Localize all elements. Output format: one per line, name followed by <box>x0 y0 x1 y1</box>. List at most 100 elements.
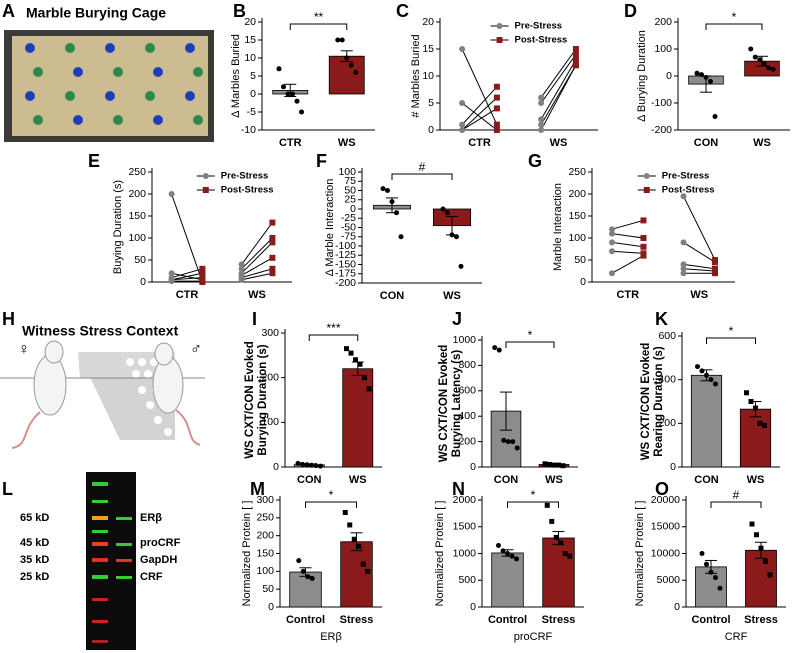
pair-line <box>171 193 203 283</box>
data-point <box>344 346 349 352</box>
pair-line <box>540 54 577 104</box>
data-point <box>538 127 545 133</box>
legend-label: Post-Stress <box>515 35 568 46</box>
y-tick-label: 2000 <box>453 494 477 506</box>
data-point <box>640 235 647 241</box>
data-point <box>493 127 500 133</box>
y-tick-label: -25 <box>341 212 356 224</box>
significance-label: * <box>528 328 533 342</box>
y-tick-label: 600 <box>458 385 476 397</box>
data-point <box>562 551 568 556</box>
data-point <box>643 187 650 193</box>
significance-bracket <box>507 501 559 508</box>
y-tick-label: 20 <box>244 16 256 28</box>
y-tick-label: 0 <box>670 461 676 473</box>
y-tick-label: -100 <box>335 240 356 252</box>
data-point <box>572 46 579 52</box>
pair-line <box>683 268 716 272</box>
data-point <box>680 270 687 277</box>
data-point <box>300 568 306 574</box>
data-point <box>299 109 304 115</box>
data-point <box>748 46 754 52</box>
data-point <box>351 536 357 542</box>
y-tick-label: 100 <box>128 232 146 244</box>
x-tick-label: CON <box>494 474 519 486</box>
y-tick-label: -200 <box>651 124 672 136</box>
y-tick-label: 250 <box>128 166 146 178</box>
context-diagram: ♀ ♂ <box>0 340 205 449</box>
y-tick-label: 0 <box>428 124 434 136</box>
svg-text:♀: ♀ <box>18 341 30 358</box>
y-tick-label: 5000 <box>657 574 681 586</box>
data-point <box>538 116 545 123</box>
band-label: ERβ <box>140 512 162 524</box>
data-point <box>640 252 647 259</box>
y-tick-label: 1500 <box>453 521 477 533</box>
significance-bracket <box>710 501 762 508</box>
data-point <box>269 239 276 246</box>
data-point <box>459 127 466 133</box>
y-tick-label: 100 <box>654 43 672 55</box>
pair-line <box>171 277 203 281</box>
data-point <box>708 569 714 575</box>
y-tick-label: -100 <box>651 97 672 109</box>
y-tick-label: 15 <box>244 34 256 46</box>
y-tick-label: 150 <box>568 210 586 222</box>
legend-label: Post-Stress <box>662 185 715 196</box>
y-tick-label: 25 <box>344 194 356 206</box>
x-tick-label: CON <box>694 474 719 486</box>
data-point <box>757 57 763 63</box>
y-tick-label: 0 <box>470 601 476 613</box>
x-tick-label: WS <box>443 290 461 302</box>
pair-line <box>611 219 644 230</box>
panel-label: B <box>233 1 246 21</box>
data-point <box>680 193 687 200</box>
data-point <box>609 226 616 233</box>
significance-label: ** <box>314 10 324 24</box>
data-point <box>305 574 311 580</box>
y-tick-label: 20000 <box>651 494 680 506</box>
cage-photo <box>4 30 214 142</box>
data-point <box>717 585 723 591</box>
y-tick-label: 400 <box>658 373 676 385</box>
pair-line <box>540 59 577 120</box>
x-tick-label: WS <box>550 137 568 149</box>
data-point <box>339 37 345 43</box>
pair-line <box>241 242 273 274</box>
pair-line <box>683 195 716 261</box>
significance-label: # <box>733 488 740 502</box>
y-tick-label: 0 <box>666 70 672 82</box>
data-point <box>238 261 245 268</box>
data-point <box>699 368 705 374</box>
data-point <box>501 437 507 443</box>
data-point <box>492 345 498 351</box>
y-tick-label: 100 <box>338 166 356 178</box>
panel-label: H <box>2 309 15 329</box>
data-point <box>572 51 579 58</box>
bar <box>745 549 777 608</box>
pair-line <box>683 263 716 270</box>
x-tick-label: CON <box>380 290 405 302</box>
y-tick-label: 0 <box>580 276 586 288</box>
data-point <box>509 553 515 559</box>
band-label: GapDH <box>140 554 177 566</box>
data-point <box>269 265 276 272</box>
data-point <box>347 522 353 528</box>
data-point <box>168 270 175 277</box>
data-point <box>309 462 314 468</box>
data-point <box>640 243 647 250</box>
data-point <box>285 91 291 97</box>
data-point <box>344 55 350 61</box>
data-point <box>547 461 552 467</box>
y-tick-label: -50 <box>341 221 356 233</box>
significance-label: *** <box>326 321 340 335</box>
data-point <box>711 270 718 277</box>
legend-label: Pre-Stress <box>662 171 710 182</box>
data-point <box>496 347 502 353</box>
x-tick-label: WS <box>349 474 367 486</box>
y-tick-label: 100 <box>568 232 586 244</box>
significance-label: * <box>732 10 737 24</box>
y-tick-label: 1000 <box>453 334 477 346</box>
y-axis-label: Buying Duration (s) <box>112 180 124 274</box>
data-point <box>459 121 466 128</box>
